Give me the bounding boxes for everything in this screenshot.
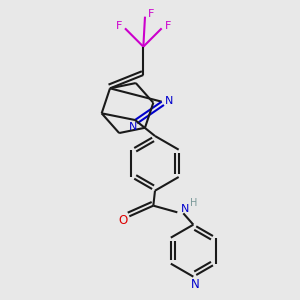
Text: H: H bbox=[190, 198, 197, 208]
Text: F: F bbox=[164, 21, 171, 31]
Text: F: F bbox=[116, 21, 122, 31]
Text: N: N bbox=[181, 204, 189, 214]
Text: F: F bbox=[148, 9, 154, 19]
Text: N: N bbox=[190, 278, 200, 290]
Text: N: N bbox=[165, 96, 173, 106]
Text: O: O bbox=[119, 214, 128, 227]
Text: N: N bbox=[129, 122, 137, 132]
